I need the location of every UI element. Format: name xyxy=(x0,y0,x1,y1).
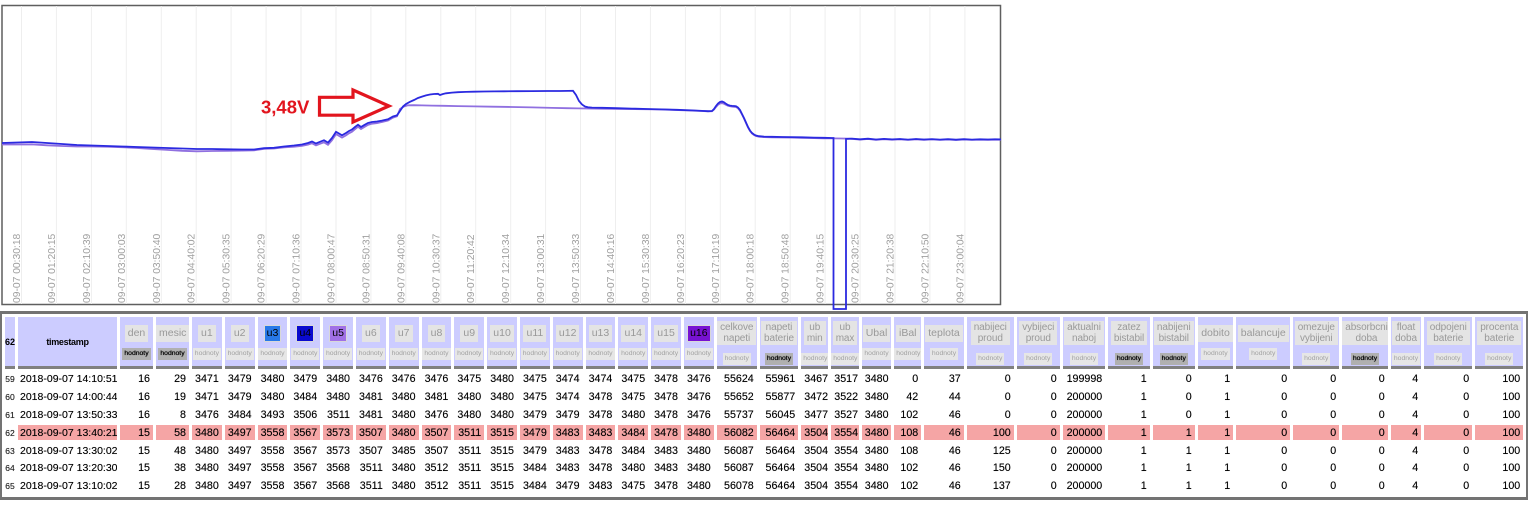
svg-text:09-07 00:30:18: 09-07 00:30:18 xyxy=(12,233,23,303)
svg-text:09-07 18:00:18: 09-07 18:00:18 xyxy=(746,233,757,303)
svg-text:09-07 15:30:38: 09-07 15:30:38 xyxy=(641,233,652,303)
svg-text:09-07 03:50:40: 09-07 03:50:40 xyxy=(152,233,163,303)
svg-text:09-07 21:20:38: 09-07 21:20:38 xyxy=(886,233,897,303)
svg-text:09-07 22:10:50: 09-07 22:10:50 xyxy=(920,233,931,303)
svg-text:09-07 08:00:47: 09-07 08:00:47 xyxy=(327,233,338,303)
svg-text:09-07 02:10:39: 09-07 02:10:39 xyxy=(82,233,93,303)
svg-text:09-07 13:00:31: 09-07 13:00:31 xyxy=(536,233,547,303)
svg-text:09-07 20:30:25: 09-07 20:30:25 xyxy=(851,233,862,303)
svg-text:09-07 16:20:23: 09-07 16:20:23 xyxy=(676,233,687,303)
svg-text:09-07 07:10:36: 09-07 07:10:36 xyxy=(292,233,303,303)
svg-text:09-07 08:50:31: 09-07 08:50:31 xyxy=(361,233,372,303)
svg-text:09-07 23:00:04: 09-07 23:00:04 xyxy=(955,233,966,303)
svg-text:09-07 13:50:33: 09-07 13:50:33 xyxy=(571,233,582,303)
svg-text:09-07 01:20:15: 09-07 01:20:15 xyxy=(47,233,58,303)
svg-text:09-07 12:10:34: 09-07 12:10:34 xyxy=(501,233,512,303)
svg-text:09-07 17:10:19: 09-07 17:10:19 xyxy=(711,233,722,303)
svg-text:09-07 03:00:03: 09-07 03:00:03 xyxy=(117,233,128,303)
svg-text:09-07 11:20:42: 09-07 11:20:42 xyxy=(466,234,477,303)
svg-text:3,48V: 3,48V xyxy=(261,97,310,118)
svg-text:09-07 09:40:08: 09-07 09:40:08 xyxy=(396,233,407,303)
svg-text:09-07 19:40:15: 09-07 19:40:15 xyxy=(816,233,827,303)
svg-text:09-07 14:40:16: 09-07 14:40:16 xyxy=(606,233,617,303)
svg-text:09-07 04:40:02: 09-07 04:40:02 xyxy=(187,233,198,303)
svg-text:09-07 05:30:35: 09-07 05:30:35 xyxy=(222,233,233,303)
svg-text:09-07 06:20:29: 09-07 06:20:29 xyxy=(257,233,268,303)
svg-text:09-07 10:30:37: 09-07 10:30:37 xyxy=(431,233,442,303)
svg-text:09-07 18:50:48: 09-07 18:50:48 xyxy=(781,233,792,303)
